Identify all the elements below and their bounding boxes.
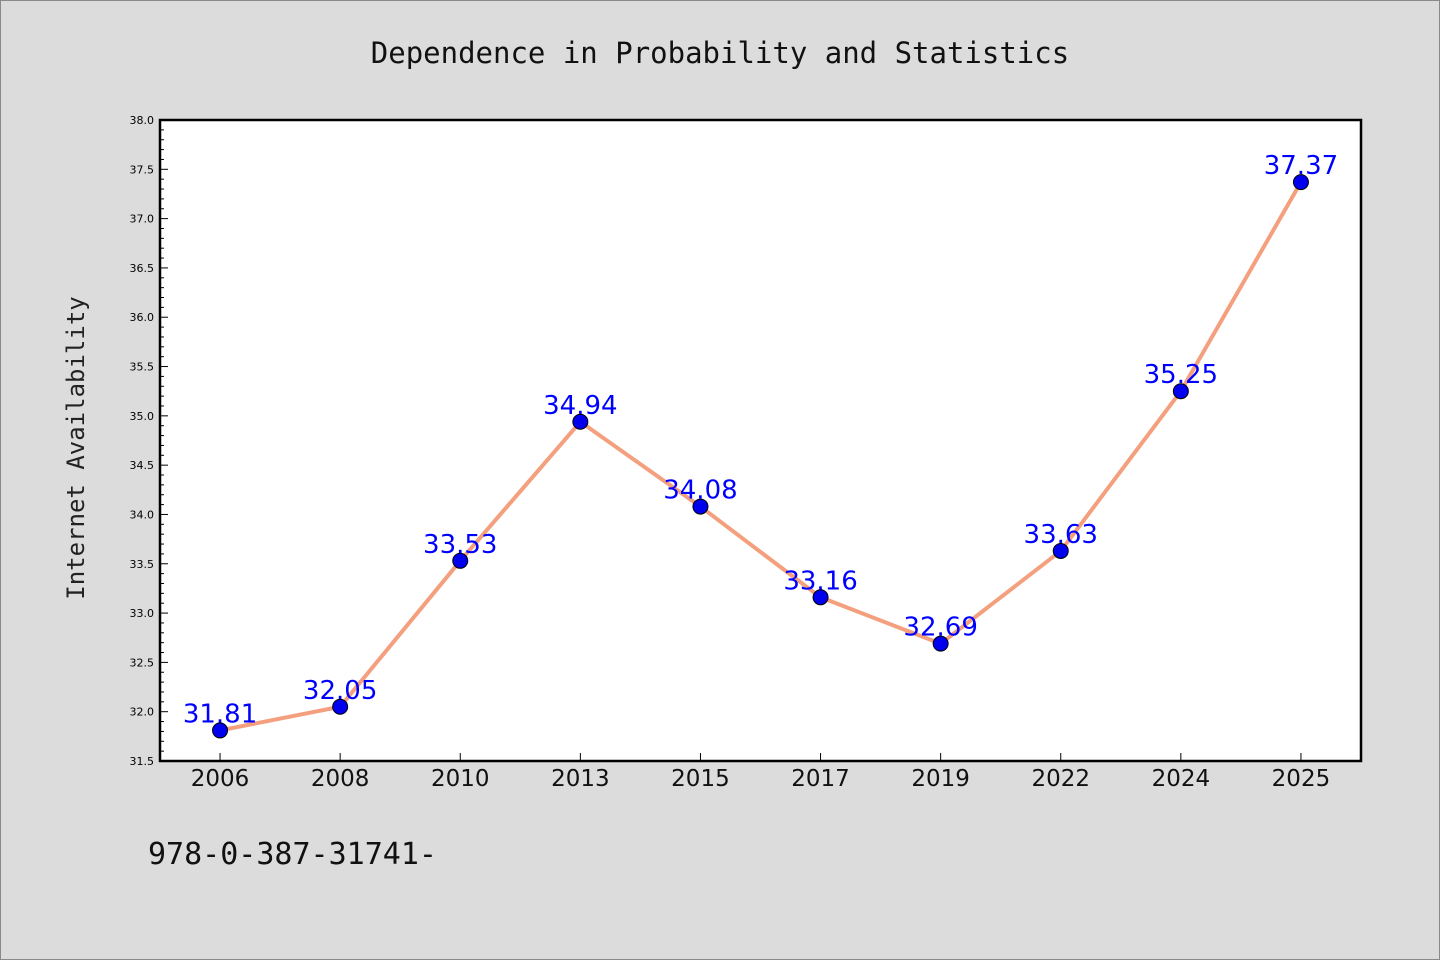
y-axis-label: Internet Availability [62, 296, 90, 599]
y-tick-label: 33.5 [130, 558, 155, 571]
x-tick-label: 2025 [1272, 766, 1331, 792]
data-point [572, 413, 589, 430]
y-tick-label: 35.5 [130, 361, 155, 374]
data-label: 34.08 [663, 476, 737, 506]
chart-title: Dependence in Probability and Statistics [371, 36, 1069, 70]
data-label: 33.63 [1024, 520, 1098, 550]
x-tick-label: 2013 [551, 766, 610, 792]
data-label: 32.05 [303, 676, 377, 706]
y-tick-label: 37.0 [130, 213, 155, 226]
data-point [1172, 383, 1189, 400]
x-tick-label: 2024 [1152, 766, 1211, 792]
y-tick-label: 32.0 [130, 706, 155, 719]
x-tick-label: 2008 [311, 766, 370, 792]
footer-isbn-text: 978-0-387-31741- [148, 837, 437, 872]
x-tick-label: 2019 [911, 766, 970, 792]
y-tick-label: 37.5 [130, 163, 155, 176]
y-tick-label: 34.0 [130, 508, 155, 521]
data-label: 34.94 [543, 391, 617, 421]
data-point [1052, 542, 1069, 559]
y-tick-label: 36.0 [130, 311, 155, 324]
y-tick-label: 34.5 [130, 459, 155, 472]
data-label: 32.69 [903, 613, 977, 643]
data-label: 33.53 [423, 530, 497, 560]
x-tick-label: 2006 [191, 766, 250, 792]
data-point [212, 722, 229, 739]
data-point [332, 698, 349, 715]
series-layer: 31.81 32.05 33.53 34.94 34.08 33.16 32.69 33.63… [183, 151, 1338, 739]
data-point [812, 589, 829, 606]
data-point [692, 498, 709, 515]
y-tick-label: 35.0 [130, 410, 155, 423]
y-tick-label: 38.0 [130, 114, 155, 127]
plot-area [158, 118, 1363, 763]
axis-ticks: 31.5 32.0 32.5 33.0 33.5 34.0 34.5 35.0 35.5 36.0… [130, 114, 1331, 792]
data-label: 35.25 [1144, 360, 1218, 390]
y-tick-label: 31.5 [130, 755, 155, 768]
y-tick-label: 33.0 [130, 607, 155, 620]
x-tick-label: 2017 [791, 766, 850, 792]
data-point [452, 552, 469, 569]
x-tick-label: 2015 [671, 766, 730, 792]
data-label: 31.81 [183, 699, 257, 729]
data-label: 33.16 [783, 566, 857, 596]
data-point [932, 635, 949, 652]
x-tick-label: 2010 [431, 766, 490, 792]
y-tick-label: 32.5 [130, 656, 155, 669]
data-label: 37.37 [1264, 151, 1338, 181]
data-point [1292, 174, 1309, 191]
x-tick-label: 2022 [1031, 766, 1090, 792]
series-line [219, 181, 1303, 733]
y-tick-label: 36.5 [130, 262, 155, 275]
